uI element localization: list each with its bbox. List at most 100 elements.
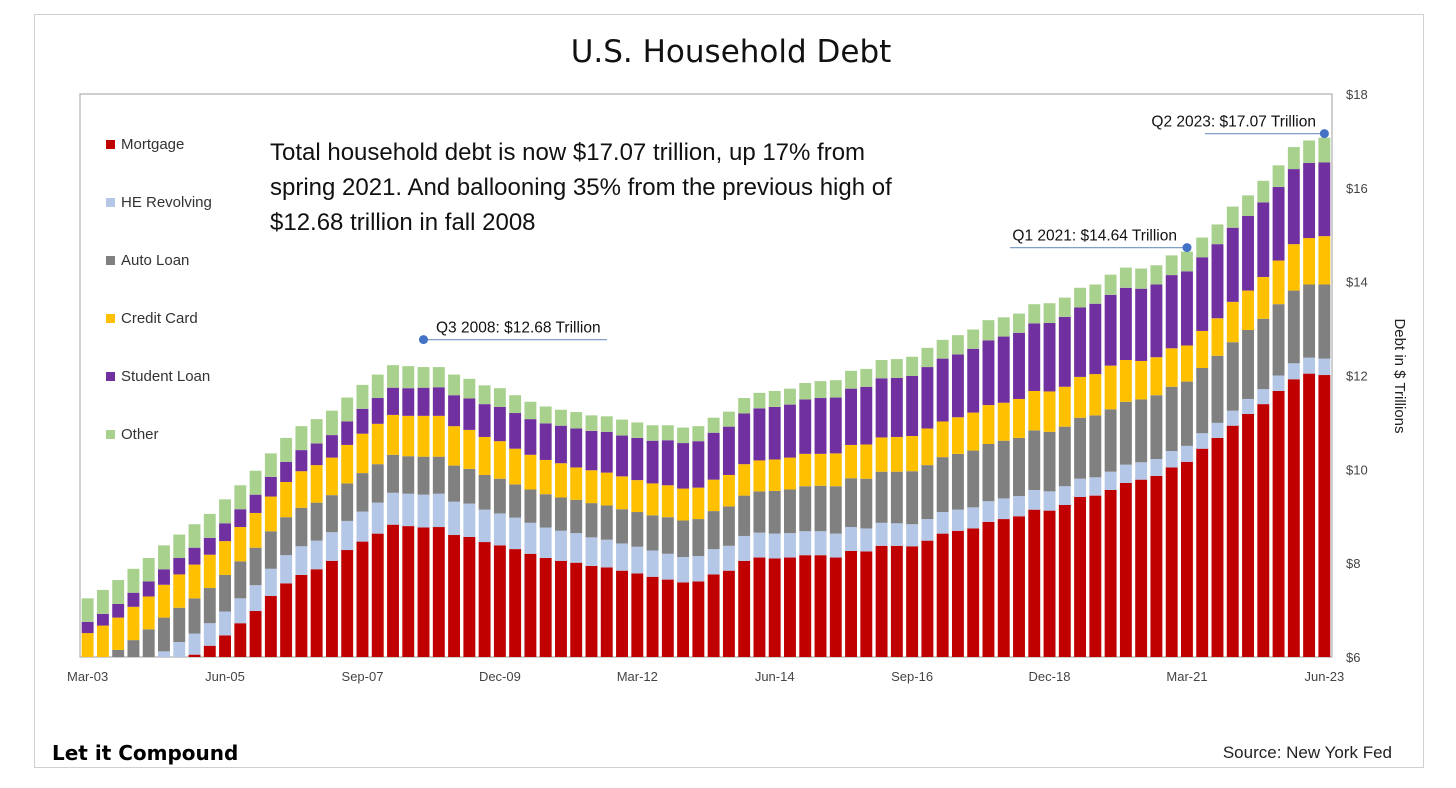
bar-auto-loan-q4-2005: [249, 547, 262, 586]
x-tick-label: Dec-18: [1029, 669, 1071, 684]
bar-mortgage-q4-2007: [371, 533, 384, 657]
bar-he-revolving-q3-2013: [722, 545, 735, 571]
bar-auto-loan-q3-2004: [173, 607, 186, 642]
bar-other-q4-2021: [1226, 206, 1239, 228]
bar-other-q1-2006: [264, 453, 277, 477]
bar-other-q2-2023: [1318, 137, 1331, 163]
bar-mortgage-q3-2005: [234, 623, 247, 657]
bar-other-q3-2021: [1211, 224, 1224, 245]
bar-mortgage-q4-2014: [799, 555, 812, 657]
bar-he-revolving-q2-2011: [585, 537, 598, 566]
bar-student-loan-q1-2005: [203, 537, 216, 555]
bar-student-loan-q1-2006: [264, 476, 277, 497]
bar-auto-loan-q2-2009: [463, 468, 476, 504]
bar-credit-card-q3-2011: [600, 472, 613, 506]
bar-auto-loan-q2-2011: [585, 503, 598, 538]
bar-he-revolving-q2-2013: [707, 549, 720, 575]
bar-mortgage-q1-2022: [1242, 413, 1254, 657]
bar-auto-loan-q1-2019: [1058, 426, 1071, 487]
legend-swatch-mortgage: [106, 140, 115, 149]
bar-student-loan-q4-2018: [1043, 322, 1056, 392]
y-axis-ticks: $6 $8 $10 $12 $14 $16 $18: [1346, 87, 1368, 665]
bar-student-loan-q2-2011: [585, 430, 598, 471]
bar-auto-loan-q3-2022: [1272, 304, 1285, 376]
bar-student-loan-q2-2018: [1013, 332, 1025, 399]
bar-he-revolving-q3-2008: [417, 494, 430, 528]
bar-he-revolving-q4-2015: [860, 528, 873, 552]
bar-mortgage-q2-2017: [951, 530, 964, 657]
bar-student-loan-q2-2016: [890, 377, 903, 437]
bar-student-loan-q4-2012: [677, 443, 690, 489]
bar-other-q4-2016: [921, 347, 934, 368]
legend-label-student-loan: Student Loan: [121, 368, 210, 385]
x-tick-label: Mar-12: [617, 669, 658, 684]
bar-student-loan-q3-2018: [1028, 323, 1041, 391]
bar-student-loan-q1-2014: [753, 408, 766, 461]
bar-student-loan-q3-2008: [417, 387, 430, 416]
bar-credit-card-q3-2007: [356, 433, 369, 474]
x-tick-label: Jun-14: [755, 669, 795, 684]
bar-other-q1-2021: [1181, 251, 1193, 272]
bar-credit-card-q1-2013: [692, 487, 705, 520]
bar-he-revolving-q2-2016: [890, 523, 903, 546]
bar-other-q3-2008: [417, 367, 430, 388]
bar-credit-card-q4-2006: [310, 465, 323, 503]
y-tick-label: $18: [1346, 87, 1368, 102]
bar-other-q4-2006: [310, 419, 323, 444]
bar-auto-loan-q1-2012: [631, 512, 644, 547]
x-tick-label: Sep-07: [342, 669, 384, 684]
bar-he-revolving-q3-2015: [845, 527, 857, 551]
bar-he-revolving-q1-2020: [1119, 464, 1132, 483]
bar-other-q1-2022: [1242, 195, 1254, 216]
bar-other-q2-2020: [1135, 268, 1148, 289]
bar-auto-loan-q2-2021: [1196, 367, 1209, 434]
bar-other-q2-2012: [646, 425, 659, 441]
bar-credit-card-q2-2014: [768, 459, 781, 491]
bar-he-revolving-q4-2014: [799, 531, 812, 556]
bar-auto-loan-q2-2017: [951, 453, 964, 510]
bar-auto-loan-q1-2023: [1303, 284, 1316, 358]
bar-student-loan-q1-2007: [325, 435, 338, 458]
bar-he-revolving-q3-2020: [1150, 459, 1163, 476]
bar-auto-loan-q1-2004: [142, 629, 155, 657]
bar-credit-card-q1-2018: [997, 402, 1010, 441]
bar-he-revolving-q3-2016: [906, 524, 919, 547]
bar-auto-loan-q3-2014: [784, 489, 796, 534]
x-tick-label: Sep-16: [891, 669, 933, 684]
bar-student-loan-q1-2021: [1181, 271, 1193, 346]
bar-he-revolving-q3-2004: [173, 641, 186, 657]
bar-other-q4-2020: [1165, 255, 1178, 276]
bar-student-loan-q2-2006: [280, 461, 293, 482]
bar-auto-loan-q2-2022: [1257, 318, 1270, 390]
bar-mortgage-q3-2008: [417, 527, 430, 657]
bar-student-loan-q2-2019: [1074, 307, 1087, 377]
bar-student-loan-q1-2023: [1303, 162, 1316, 239]
bar-he-revolving-q1-2008: [387, 492, 399, 525]
bar-credit-card-q1-2005: [203, 554, 216, 589]
bar-mortgage-q2-2010: [524, 553, 537, 657]
bar-other-q2-2014: [768, 390, 781, 407]
bar-student-loan-q1-2016: [875, 378, 888, 438]
bar-auto-loan-q3-2012: [661, 517, 674, 554]
source-text: Source: New York Fed: [1223, 743, 1392, 762]
bar-other-q2-2016: [890, 359, 903, 378]
bar-he-revolving-q4-2008: [432, 493, 445, 528]
bar-credit-card-q1-2004: [142, 596, 155, 630]
bar-student-loan-q2-2013: [707, 432, 720, 480]
bar-credit-card-q4-2010: [555, 463, 567, 498]
callout-marker: [1319, 129, 1329, 139]
bar-student-loan-q4-2015: [860, 386, 873, 445]
bar-mortgage-q3-2019: [1089, 495, 1102, 657]
bar-student-loan-q4-2013: [738, 413, 751, 465]
bar-mortgage-q2-2009: [463, 536, 476, 657]
bar-other-q3-2022: [1272, 165, 1285, 187]
bar-mortgage-q4-2012: [677, 582, 690, 657]
bar-credit-card-q1-2023: [1303, 238, 1316, 285]
bar-other-q1-2009: [448, 374, 461, 396]
bar-auto-loan-q2-2012: [646, 515, 659, 551]
bar-credit-card-q2-2006: [280, 482, 293, 518]
bar-credit-card-q1-2014: [753, 460, 766, 492]
y-tick-label: $16: [1346, 181, 1368, 196]
bar-student-loan-q2-2004: [158, 569, 170, 585]
bar-student-loan-q3-2009: [478, 404, 491, 437]
